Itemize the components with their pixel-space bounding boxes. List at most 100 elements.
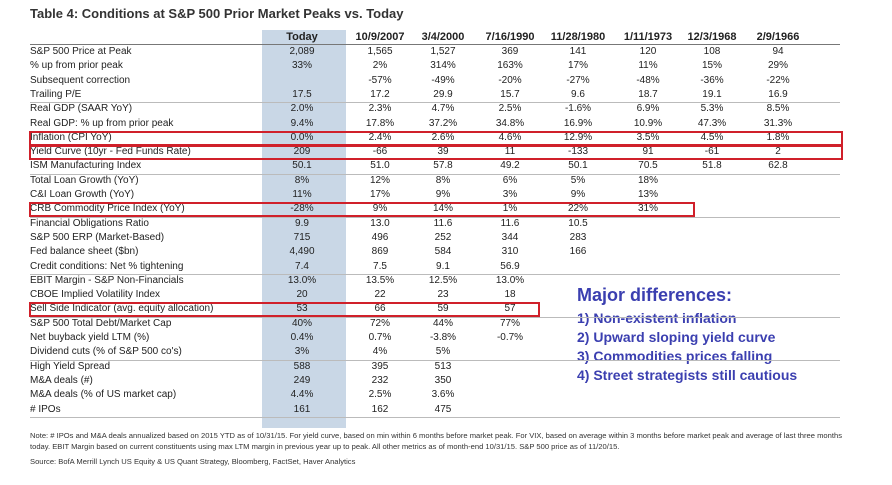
callout-item: 2) Upward sloping yield curve [577, 329, 776, 345]
cell: 6% [502, 174, 518, 186]
cell: 4% [372, 346, 388, 358]
cell: 16.9 [768, 88, 788, 100]
callout-item: 1) Non-existent inflation [577, 310, 737, 326]
cell: 19.1 [702, 88, 722, 100]
cell: 4.4% [290, 389, 314, 401]
row-rule [30, 173, 840, 175]
cell: 66 [374, 303, 386, 315]
cell: 17% [567, 60, 588, 72]
cell: 13.0% [287, 274, 317, 286]
cell: 11% [638, 60, 658, 72]
header-rule [30, 44, 840, 45]
cell: 29.9 [433, 88, 453, 100]
cell: -61 [704, 146, 720, 158]
cell: 51.0 [370, 160, 390, 172]
cell: 475 [434, 403, 452, 415]
cell: -28% [290, 203, 314, 215]
row-label: CRB Commodity Price Index (YoY) [30, 203, 185, 215]
cell: 70.5 [638, 160, 658, 172]
cell: 9.1 [436, 260, 450, 272]
cell: 2.3% [368, 103, 392, 115]
cell: 22 [374, 289, 386, 301]
cell: 584 [434, 246, 452, 258]
cell: 350 [434, 374, 452, 386]
row-label: Credit conditions: Net % tightening [30, 260, 184, 272]
cell: 12.9% [563, 131, 593, 143]
cell: 232 [371, 374, 389, 386]
row-label: S&P 500 Total Debt/Market Cap [30, 317, 172, 329]
cell: 141 [569, 46, 587, 57]
cell: 77% [499, 317, 520, 329]
cell: 18% [637, 174, 658, 186]
cell: 47.3% [697, 117, 727, 129]
cell: 120 [639, 46, 657, 57]
cell: 72% [369, 317, 390, 329]
cell: 50.1 [568, 160, 588, 172]
cell: 1% [502, 203, 518, 215]
cell: 3% [294, 346, 310, 358]
row-label: Real GDP: % up from prior peak [30, 117, 174, 129]
cell: 51.8 [702, 160, 722, 172]
row-label: High Yield Spread [30, 360, 111, 372]
cell: 8% [435, 174, 451, 186]
cell: 344 [501, 231, 519, 243]
cell: -1.6% [564, 103, 592, 115]
cell: 94 [772, 46, 784, 57]
cell: 12.5% [428, 274, 458, 286]
cell: 9% [435, 189, 451, 200]
cell: 869 [371, 246, 389, 258]
cell: 314% [430, 60, 456, 72]
column-header: 1/11/1973 [623, 31, 673, 43]
cell: 715 [293, 231, 311, 243]
row-label: Financial Obligations Ratio [30, 217, 149, 229]
cell: 17.8% [365, 117, 395, 129]
cell: 3.5% [636, 131, 660, 143]
cell: 163% [497, 60, 523, 72]
cell: 6.9% [636, 103, 660, 115]
callout-item: 4) Street strategists still cautious [577, 367, 798, 383]
cell: 209 [293, 146, 311, 158]
cell: 12% [369, 174, 390, 186]
row-label: EBIT Margin - S&P Non-Financials [30, 274, 184, 286]
callout-item: 3) Commodities prices falling [577, 348, 773, 364]
cell: 16.9% [563, 117, 593, 129]
row-rule [30, 359, 840, 361]
cell: -48% [636, 74, 660, 86]
cell: 3.6% [431, 389, 455, 401]
row-label: S&P 500 Price at Peak [30, 46, 132, 57]
cell: 0.7% [368, 332, 392, 343]
cell: 395 [371, 360, 389, 372]
cell: 0.4% [290, 332, 314, 343]
cell: 9.9 [295, 217, 309, 229]
callout: Major differences: 1) Non-existent inflat… [577, 285, 797, 385]
cell: 49.2 [500, 160, 520, 172]
cell: 37.2% [428, 117, 458, 129]
cell: 17.5 [292, 88, 312, 100]
cell: 369 [501, 46, 519, 57]
cell: 31% [637, 203, 658, 215]
row-rule [30, 102, 840, 104]
cell: 4.7% [431, 103, 455, 115]
row-label: C&I Loan Growth (YoY) [30, 189, 135, 200]
column-header: Today [286, 31, 318, 43]
column-header: 10/9/2007 [355, 31, 405, 43]
cell: 5% [435, 346, 451, 358]
column-header: 2/9/1966 [756, 31, 800, 43]
row-label: Inflation (CPI YoY) [30, 131, 112, 143]
highlight-box [29, 202, 695, 218]
cell: 7.4 [295, 260, 309, 272]
cell: 9% [372, 203, 388, 215]
table-title: Table 4: Conditions at S&P 500 Prior Mar… [30, 6, 404, 21]
callout-title: Major differences: [577, 285, 733, 305]
cell: 40% [291, 317, 312, 329]
cell: 2.0% [290, 103, 314, 115]
row-label: CBOE Implied Volatility Index [30, 289, 161, 301]
column-header: 7/16/1990 [485, 31, 535, 43]
cell: 9% [570, 189, 586, 200]
row-label: Total Loan Growth (YoY) [30, 174, 139, 186]
cell: -57% [368, 74, 392, 86]
cell: -66 [372, 146, 388, 158]
source: Source: BofA Merrill Lynch US Equity & U… [30, 457, 356, 466]
cell: 496 [371, 231, 389, 243]
